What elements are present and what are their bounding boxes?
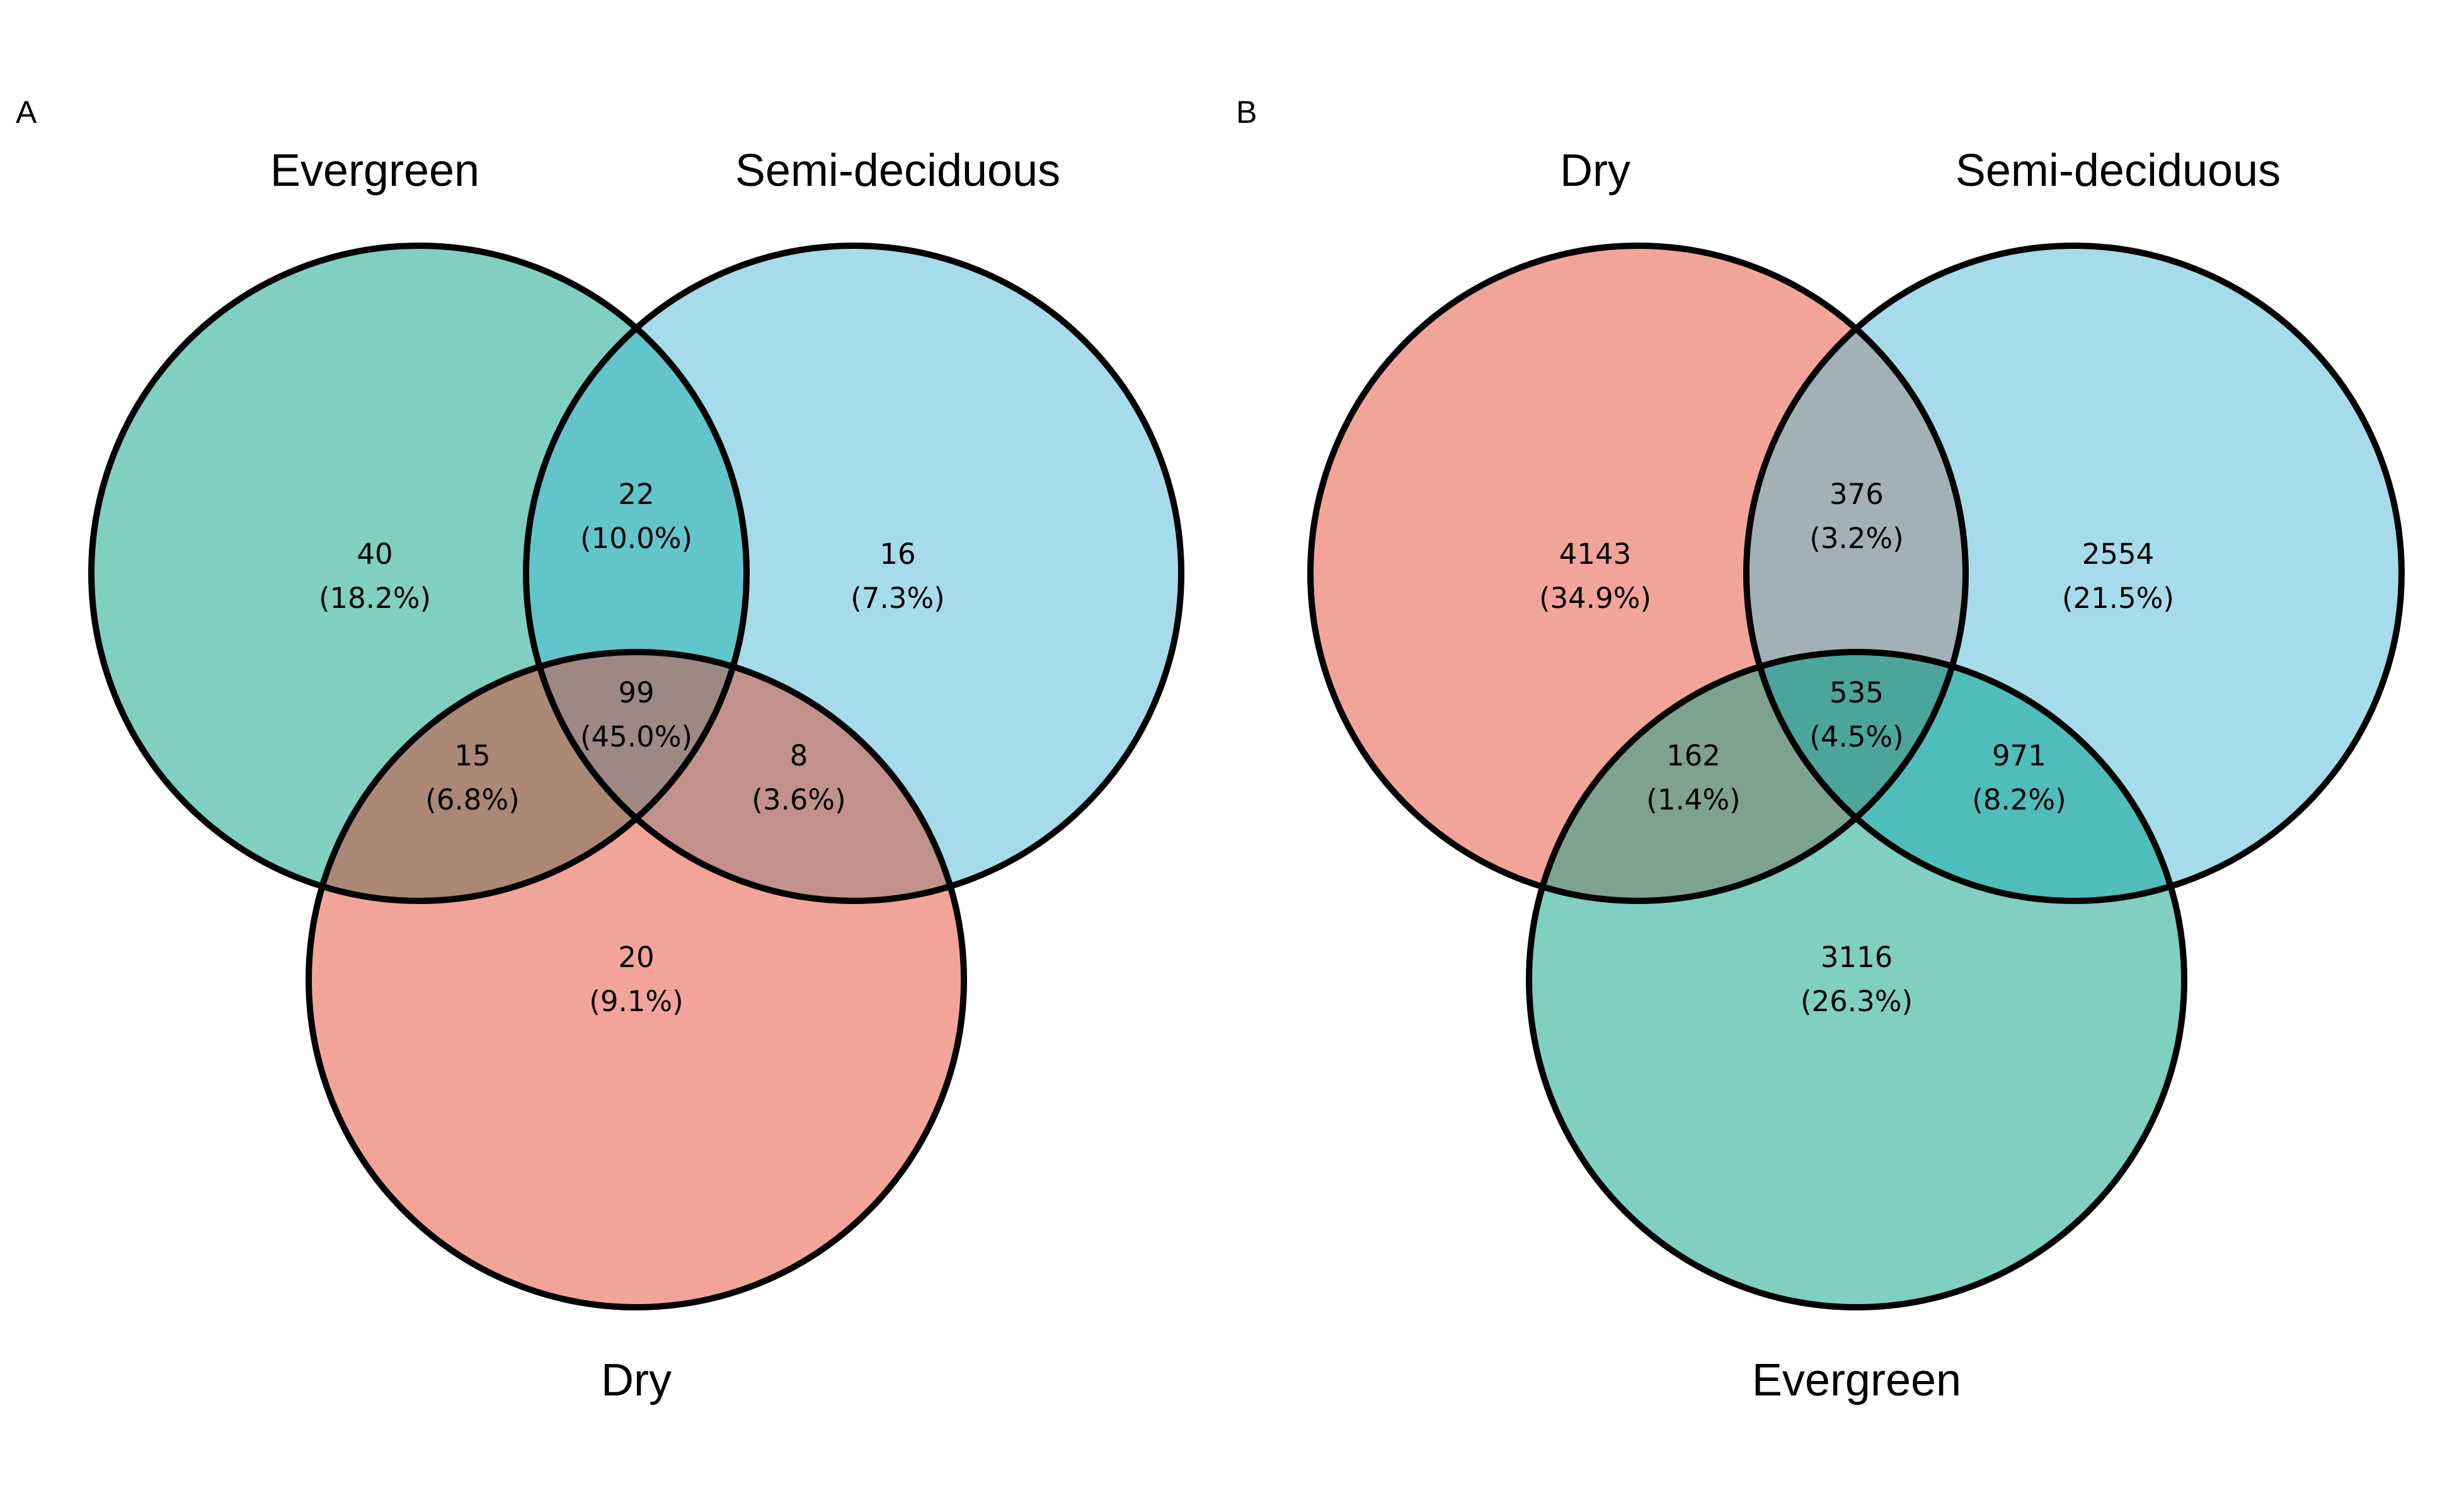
region-percent: (8.2%): [1972, 783, 2066, 816]
overlap-fill-top-right-and-bottom: [1746, 652, 2184, 901]
set-label: Dry: [601, 1355, 672, 1406]
overlap-fill-top-left-and-bottom: [1529, 652, 1966, 901]
region-percent: (1.4%): [1646, 783, 1740, 816]
region-percent: (26.3%): [1801, 985, 1913, 1018]
set-circle-outline: [1307, 243, 1969, 904]
region-count: 22: [618, 478, 654, 511]
set-circle-outline: [306, 649, 967, 1310]
region-count: 20: [618, 941, 654, 974]
region-count: 15: [454, 739, 490, 772]
region-count: 376: [1830, 478, 1884, 511]
region-percent: (18.2%): [319, 581, 431, 615]
set-label: Evergreen: [270, 146, 479, 196]
region-percent: (34.9%): [1539, 581, 1651, 615]
region-percent: (9.1%): [589, 985, 683, 1018]
region-count: 162: [1666, 739, 1721, 772]
set-label: Semi-deciduous: [735, 146, 1060, 196]
overlap-fill-top-left-and-bottom: [309, 652, 747, 901]
region-percent: (45.0%): [580, 720, 692, 753]
region-percent: (3.2%): [1809, 522, 1903, 555]
region-count: 3116: [1821, 941, 1893, 974]
set-circle-outline: [1526, 649, 2187, 1310]
venn-panel-a: A Evergreen Semi-deciduous Dry 40 (18.2%) 22 (1…: [16, 94, 1184, 1406]
region-count: 4143: [1559, 537, 1632, 571]
venn-panel-b: B Dry Semi-deciduous Evergreen 4143 (34.9%) 37…: [1236, 94, 2405, 1406]
region-count: 99: [618, 676, 654, 709]
region-percent: (6.8%): [425, 783, 519, 816]
region-percent: (21.5%): [2062, 581, 2174, 615]
region-count: 40: [357, 537, 392, 571]
set-circle-outline: [523, 243, 1184, 904]
region-count: 535: [1830, 676, 1884, 709]
region-percent: (7.3%): [850, 581, 944, 615]
set-label: Evergreen: [1752, 1355, 1961, 1406]
panel-letter: B: [1236, 94, 1257, 130]
set-circle-outline: [88, 243, 750, 904]
region-percent: (4.5%): [1809, 720, 1903, 753]
region-count: 971: [1992, 739, 2046, 772]
panel-letter: A: [16, 94, 37, 130]
region-count: 8: [790, 739, 808, 772]
region-count: 2554: [2082, 537, 2155, 571]
set-label: Dry: [1560, 146, 1630, 196]
region-percent: (10.0%): [580, 522, 692, 555]
overlap-fill-top-right-and-bottom: [526, 652, 964, 901]
region-percent: (3.6%): [752, 783, 845, 816]
set-circle-outline: [1743, 243, 2405, 904]
set-label: Semi-deciduous: [1956, 146, 2281, 196]
region-count: 16: [879, 537, 915, 571]
